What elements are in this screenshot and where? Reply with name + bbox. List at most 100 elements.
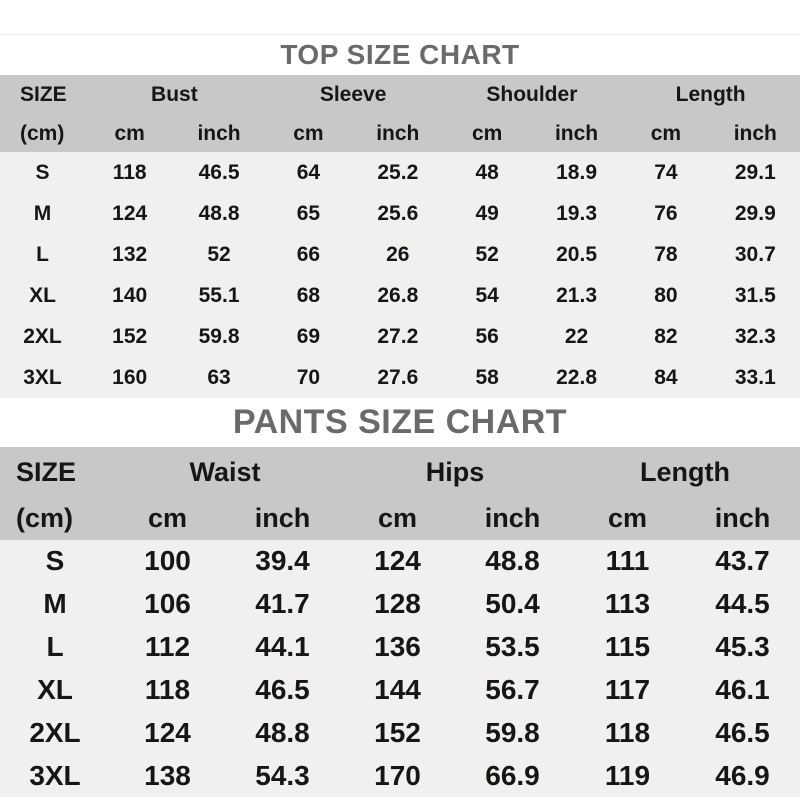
value-cell: 140 [112,283,148,307]
value-cell: 80 [654,283,678,307]
top-chart-body: S 118 46.5 64 25.2 48 18.9 74 29.1 M 124 48.8 65 25.6… [0,152,800,398]
value-cell: 52 [475,242,499,266]
unit-header-inch: inch [554,121,599,145]
value-cell: 59.8 [198,324,240,348]
value-cell: 112 [144,631,191,663]
pants-chart-header: SIZE (cm) Waist Hips Length cm inch cm i… [0,447,800,540]
group-header-waist: Waist [189,456,261,487]
value-cell: 48.8 [198,201,240,225]
unit-header-inch: inch [714,503,771,533]
unit-header-cm: cm [650,121,682,145]
value-cell: 48 [475,160,499,184]
value-cell: 100 [144,545,191,577]
pants-chart-title-band: PANTS SIZE CHART [0,398,800,447]
size-cell: L [46,631,64,663]
value-cell: 46.1 [715,673,770,705]
unit-header-inch: inch [254,503,311,533]
pants-size-chart: PANTS SIZE CHART SIZE (cm) Waist Hips Le… [0,398,800,797]
value-cell: 68 [296,283,321,307]
value-cell: 53.5 [485,631,540,663]
unit-header-inch: inch [376,121,420,145]
top-chart-header: SIZE (cm) Bust Sleeve Shoulder Length cm… [0,75,800,152]
value-cell: 118 [144,673,191,705]
value-cell: 59.8 [485,716,540,748]
unit-header-inch: inch [733,121,777,145]
value-cell: 50.4 [485,588,540,620]
value-cell: 115 [604,631,651,663]
size-cell: 3XL [29,759,81,791]
value-cell: 27.6 [377,365,419,389]
value-cell: 106 [144,588,191,620]
group-header-length: Length [640,456,730,487]
value-cell: 44.1 [255,631,310,663]
size-row: 2XL 152 59.8 69 27.2 56 22 82 32.3 [0,316,800,357]
value-cell: 118 [604,716,651,748]
value-cell: 63 [207,365,231,389]
unit-header-cm: cm [114,121,145,145]
value-cell: 29.1 [734,160,776,184]
value-cell: 49 [475,201,499,225]
value-cell: 45.3 [715,631,770,663]
value-cell: 44.5 [715,588,770,620]
size-cell: L [36,242,49,266]
value-cell: 128 [374,588,421,620]
top-chart-title: TOP SIZE CHART [280,39,520,70]
value-cell: 66 [296,242,321,266]
value-cell: 152 [112,324,148,348]
value-cell: 113 [604,588,651,620]
value-cell: 74 [654,160,678,184]
value-cell: 132 [112,242,148,266]
value-cell: 66.9 [485,759,540,791]
unit-header-inch: inch [197,121,241,145]
value-cell: 84 [654,365,678,389]
group-header-sleeve: Sleeve [319,83,387,106]
value-cell: 22 [564,324,589,348]
value-cell: 54 [475,283,499,307]
value-cell: 46.5 [198,160,240,184]
value-cell: 138 [144,759,191,791]
size-cell: XL [29,283,56,307]
size-cell: M [43,588,67,620]
value-cell: 56.7 [485,673,540,705]
value-cell: 56 [475,324,499,348]
group-header-length: Length [675,83,746,106]
size-row: M 124 48.8 65 25.6 49 19.3 76 29.9 [0,193,800,234]
size-row: L 132 52 66 26 52 20.5 78 30.7 [0,234,800,275]
value-cell: 43.7 [715,545,770,577]
unit-header-inch: inch [484,503,541,533]
size-row: 3XL 160 63 70 27.6 58 22.8 84 33.1 [0,357,800,398]
value-cell: 27.2 [377,324,419,348]
value-cell: 25.6 [377,201,419,225]
value-cell: 111 [605,545,650,577]
size-row: S 118 46.5 64 25.2 48 18.9 74 29.1 [0,152,800,193]
value-cell: 76 [654,201,678,225]
value-cell: 19.3 [556,201,597,225]
unit-header-cm: cm [293,121,324,145]
value-cell: 33.1 [734,365,776,389]
value-cell: 152 [374,716,421,748]
value-cell: 144 [374,673,421,705]
value-cell: 124 [144,716,191,748]
value-cell: 70 [296,365,321,389]
bottom-margin [0,797,800,800]
value-cell: 52 [207,242,231,266]
value-cell: 39.4 [255,545,310,577]
value-cell: 31.5 [734,283,776,307]
value-cell: 54.3 [255,759,310,791]
top-margin [0,0,800,34]
unit-header-cm: cm [472,121,503,145]
value-cell: 160 [112,365,148,389]
value-cell: 78 [654,242,678,266]
value-cell: 30.7 [734,242,776,266]
value-cell: 29.9 [734,201,776,225]
unit-header-cm: cm [377,503,418,533]
value-cell: 46.5 [255,673,310,705]
value-cell: 46.9 [715,759,770,791]
value-cell: 65 [296,201,321,225]
size-cell: XL [37,673,73,705]
size-row: XL 140 55.1 68 26.8 54 21.3 80 31.5 [0,275,800,316]
value-cell: 26.8 [377,283,419,307]
value-cell: 48.8 [255,716,310,748]
value-cell: 136 [374,631,421,663]
value-cell: 124 [374,545,421,577]
